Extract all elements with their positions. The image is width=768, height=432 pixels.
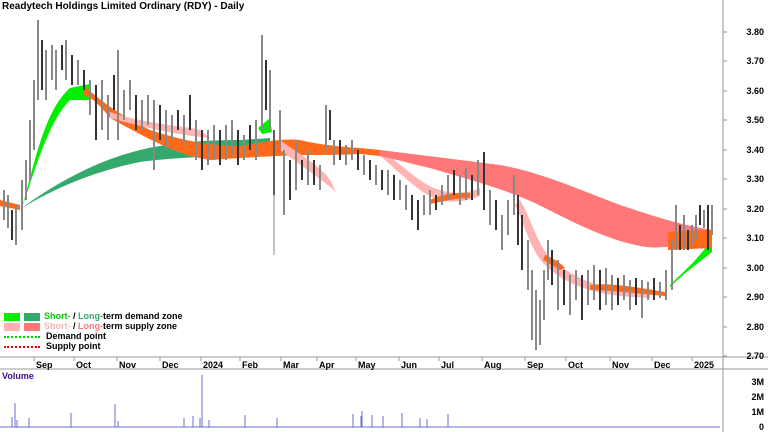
volume-label: Volume (2, 371, 34, 381)
x-tick-label: Apr (319, 360, 335, 370)
y-tick-label: 2.80 (746, 322, 764, 332)
y-tick-label: 3.50 (746, 115, 764, 125)
volume-tick-label: 1M (751, 407, 764, 417)
long-demand-swatch (24, 312, 40, 321)
x-tick-label: Jul (441, 360, 455, 370)
candlesticks (3, 20, 713, 350)
x-tick-label: Sep (527, 360, 544, 370)
volume-tick-label: 2M (751, 392, 764, 402)
x-tick-label: Nov (612, 360, 630, 370)
long-supply-swatch (24, 322, 40, 331)
x-tick-label: Dec (654, 360, 671, 370)
short-demand-swatch (4, 312, 20, 321)
x-tick-label: Nov (119, 360, 137, 370)
chart-title: Readytech Holdings Limited Ordinary (RDY… (2, 1, 245, 12)
volume-tick-label: 3M (751, 377, 764, 387)
y-tick-label: 2.90 (746, 292, 764, 302)
short-supply-swatch (4, 322, 20, 331)
y-tick-label: 2.70 (746, 351, 764, 361)
demand-point-line-icon (4, 335, 40, 338)
y-tick-label: 3.30 (746, 174, 764, 184)
x-tick-label: 2024 (203, 360, 224, 370)
x-tick-label: Oct (76, 360, 92, 370)
x-tick-label: Oct (568, 360, 584, 370)
volume-tick-label: 0 (758, 422, 764, 432)
y-tick-label: 3.40 (746, 145, 764, 155)
legend-supply-point: Supply point (4, 341, 183, 351)
short-demand-zone-2 (670, 238, 712, 287)
long-supply-zone (380, 150, 712, 248)
x-tick-label: Sep (36, 360, 53, 370)
x-tick-label: 2025 (694, 360, 715, 370)
volume-bars (0, 375, 720, 428)
legend-demand-zone: Short- / Long-term demand zone (4, 311, 183, 321)
x-tick-label: Mar (283, 360, 300, 370)
supply-point-line-icon (4, 345, 40, 348)
y-tick-label: 3.80 (746, 27, 764, 37)
y-tick-label: 3.70 (746, 56, 764, 66)
x-tick-label: Feb (242, 360, 259, 370)
y-tick-label: 3.60 (746, 86, 764, 96)
x-tick-label: Dec (162, 360, 179, 370)
y-tick-label: 3.00 (746, 263, 764, 273)
short-demand-zone (22, 84, 90, 208)
legend-demand-point: Demand point (4, 331, 183, 341)
x-tick-label: Jun (401, 360, 418, 370)
x-tick-label: May (358, 360, 376, 370)
y-tick-label: 3.10 (746, 233, 764, 243)
chart-legend: Short- / Long-term demand zone Short- / … (4, 311, 183, 351)
legend-supply-zone: Short- / Long-term supply zone (4, 321, 183, 331)
x-tick-label: Aug (484, 360, 502, 370)
y-tick-label: 3.20 (746, 204, 764, 214)
